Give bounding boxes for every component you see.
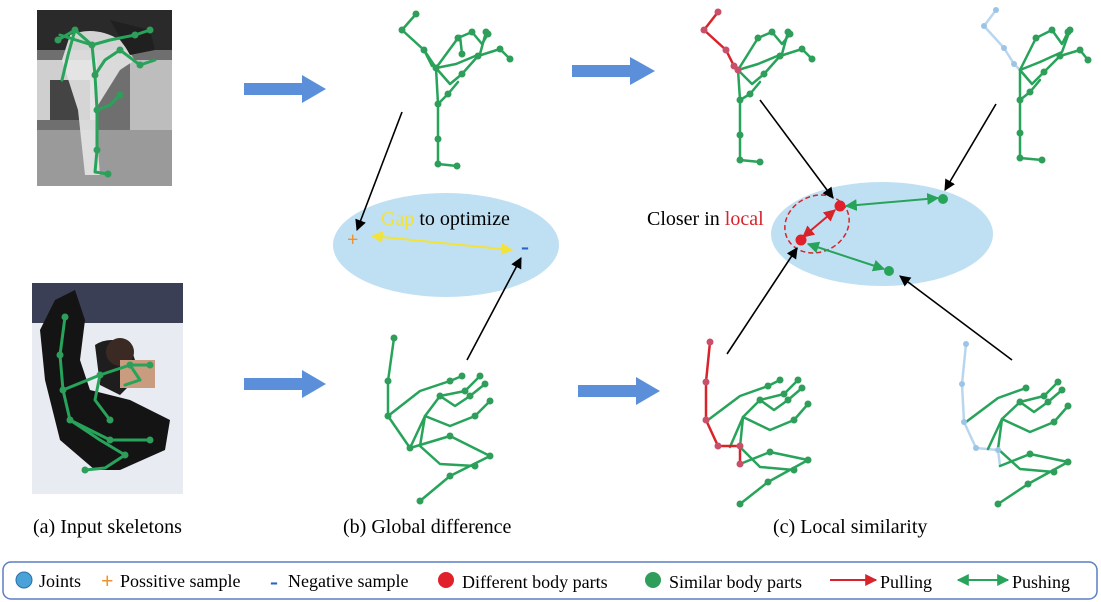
- skeleton-local-bottom-red: [702, 338, 812, 508]
- skeleton-local-bottom-faded: [959, 341, 1072, 508]
- flow-arrow-3: [244, 370, 326, 398]
- joint-legend-icon: [15, 571, 33, 589]
- caption-global: (b) Global difference: [343, 516, 512, 538]
- negative-sample-marker: -: [521, 234, 529, 260]
- flow-arrow-1: [244, 75, 326, 103]
- legend-negative: Negative sample: [288, 571, 408, 591]
- gap-label: Gap to optimize: [381, 208, 510, 230]
- input-photo-top: [37, 10, 172, 186]
- positive-sample-marker: +: [347, 229, 358, 251]
- skeleton-global-bottom: [384, 334, 494, 505]
- legend: Joints + Possitive sample - Negative sam…: [2, 561, 1098, 600]
- pushing-arrow-top: [844, 192, 940, 212]
- flow-arrow-4: [578, 377, 660, 405]
- legend-pushing: Pushing: [1012, 572, 1070, 592]
- global-embedding-space: + - Gap to optimize: [333, 193, 559, 297]
- legend-joints: Joints: [39, 571, 81, 591]
- legend-positive: Possitive sample: [120, 571, 241, 591]
- mapping-arrows: [355, 99, 1013, 361]
- closer-label: Closer in local: [647, 208, 764, 230]
- caption-local: (c) Local similarity: [773, 516, 927, 538]
- flow-arrow-2: [572, 57, 655, 85]
- pulling-arrow: [802, 209, 836, 238]
- similar-parts-legend-icon: [645, 572, 661, 588]
- caption-input: (a) Input skeletons: [33, 516, 182, 538]
- input-photo-bottom: [32, 283, 183, 494]
- legend-different: Different body parts: [462, 572, 608, 592]
- gap-arrow: [370, 231, 514, 255]
- negative-legend-icon: -: [270, 569, 278, 595]
- flow-arrows: [244, 57, 660, 405]
- local-embedding-space: Closer in local: [647, 182, 993, 286]
- different-parts-legend-icon: [438, 572, 454, 588]
- skeleton-local-top-red: [700, 8, 816, 166]
- pushing-arrow-bottom: [806, 241, 886, 272]
- positive-legend-icon: +: [101, 568, 114, 593]
- skeleton-global-top: [398, 10, 514, 170]
- legend-similar: Similar body parts: [669, 572, 802, 592]
- skeleton-local-top-faded: [981, 7, 1092, 164]
- legend-pulling: Pulling: [880, 572, 932, 592]
